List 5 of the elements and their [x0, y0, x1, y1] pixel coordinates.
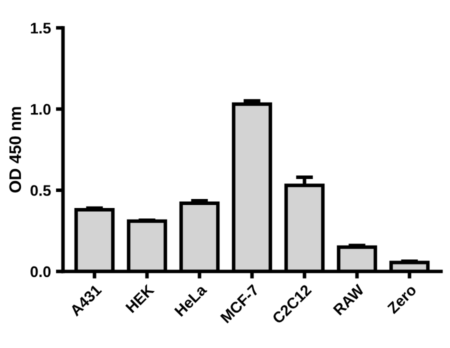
y-tick-label: 1.0 — [30, 104, 51, 115]
y-axis-title: OD 450 nm — [9, 107, 22, 192]
y-tick-label: 0.0 — [30, 266, 51, 278]
y-tick-label: 0.5 — [30, 185, 51, 196]
y-tick-label: 1.5 — [30, 22, 51, 34]
